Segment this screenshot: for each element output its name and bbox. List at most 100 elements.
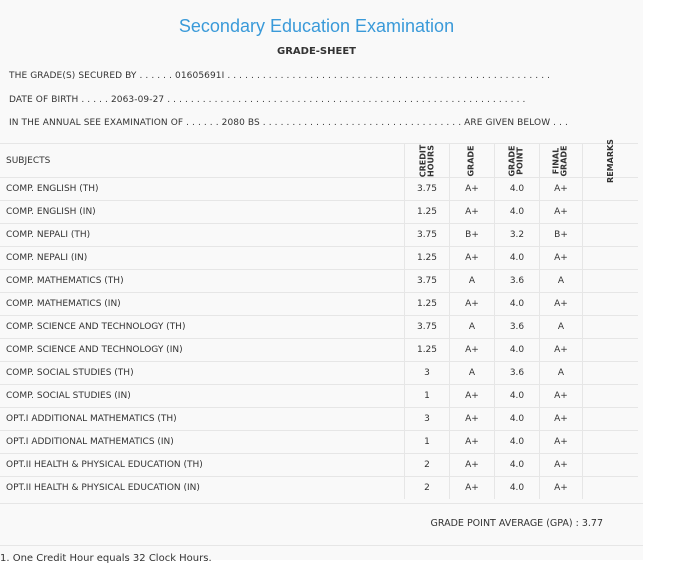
secured-by-line: THE GRADE(S) SECURED BY . . . . . . 0160… (9, 71, 551, 81)
remarks-cell (582, 338, 638, 362)
grade-cell: A (449, 269, 495, 293)
subject-cell: OPT.I ADDITIONAL MATHEMATICS (TH) (0, 407, 405, 431)
final-grade-cell: A+ (539, 476, 583, 499)
credit-hours-cell: 1.25 (404, 246, 450, 270)
credit-hours-cell: 3.75 (404, 177, 450, 201)
remarks-cell (582, 384, 638, 408)
final-grade-cell: B+ (539, 223, 583, 247)
subject-cell: COMP. SCIENCE AND TECHNOLOGY (TH) (0, 315, 405, 339)
grade-point-cell: 4.0 (494, 453, 540, 477)
grade-cell: A+ (449, 200, 495, 224)
table-header: SUBJECTS CREDIT HOURS GRADE GRADE POINT … (0, 139, 638, 183)
grade-point-cell: 4.0 (494, 476, 540, 499)
credit-hours-cell: 2 (404, 476, 450, 499)
header-grade: GRADE (467, 145, 476, 177)
subject-cell: OPT.I ADDITIONAL MATHEMATICS (IN) (0, 430, 405, 454)
footnote: 1. One Credit Hour equals 32 Clock Hours… (0, 553, 212, 564)
grade-point-cell: 3.2 (494, 223, 540, 247)
final-grade-cell: A+ (539, 246, 583, 270)
subject-cell: COMP. NEPALI (TH) (0, 223, 405, 247)
grade-cell: A+ (449, 453, 495, 477)
subject-cell: COMP. ENGLISH (TH) (0, 177, 405, 201)
grade-cell: A+ (449, 246, 495, 270)
remarks-cell (582, 315, 638, 339)
table-row: COMP. SCIENCE AND TECHNOLOGY (TH) 3.75 A 3.… (0, 315, 638, 339)
table-row: COMP. SOCIAL STUDIES (TH) 3 A 3.6 A (0, 361, 638, 385)
credit-hours-cell: 2 (404, 453, 450, 477)
final-grade-cell: A (539, 361, 583, 385)
subtitle: GRADE-SHEET (277, 46, 356, 57)
subject-cell: COMP. SOCIAL STUDIES (TH) (0, 361, 405, 385)
grade-cell: A (449, 315, 495, 339)
header-final-grade: FINAL GRADE (552, 144, 569, 177)
table-row: COMP. ENGLISH (TH) 3.75 A+ 4.0 A+ (0, 177, 638, 201)
table-row: OPT.I ADDITIONAL MATHEMATICS (IN) 1 A+ 4.0 A… (0, 430, 638, 454)
final-grade-cell: A (539, 269, 583, 293)
divider (0, 503, 643, 504)
credit-hours-cell: 3.75 (404, 315, 450, 339)
remarks-cell (582, 453, 638, 477)
grade-point-cell: 4.0 (494, 384, 540, 408)
credit-hours-cell: 1.25 (404, 338, 450, 362)
grade-cell: A (449, 361, 495, 385)
grade-point-cell: 4.0 (494, 292, 540, 316)
final-grade-cell: A+ (539, 200, 583, 224)
header-credit-hours: CREDIT HOURS (417, 144, 435, 177)
remarks-cell (582, 292, 638, 316)
table-row: COMP. MATHEMATICS (IN) 1.25 A+ 4.0 A+ (0, 292, 638, 316)
exam-line: IN THE ANNUAL SEE EXAMINATION OF . . . .… (9, 118, 568, 128)
grade-cell: A+ (449, 292, 495, 316)
final-grade-cell: A+ (539, 407, 583, 431)
grade-point-cell: 3.6 (494, 315, 540, 339)
header-grade-point: GRADE POINT (508, 144, 525, 177)
remarks-cell (582, 269, 638, 293)
table-row: OPT.I ADDITIONAL MATHEMATICS (TH) 3 A+ 4.0 A… (0, 407, 638, 431)
grade-point-cell: 4.0 (494, 338, 540, 362)
subject-cell: COMP. MATHEMATICS (TH) (0, 269, 405, 293)
grade-cell: A+ (449, 476, 495, 499)
grade-point-cell: 4.0 (494, 177, 540, 201)
grade-point-cell: 3.6 (494, 361, 540, 385)
remarks-cell (582, 430, 638, 454)
credit-hours-cell: 3 (404, 361, 450, 385)
final-grade-cell: A+ (539, 453, 583, 477)
grade-point-cell: 4.0 (494, 407, 540, 431)
header-remarks: REMARKS (605, 139, 615, 183)
grade-cell: A+ (449, 384, 495, 408)
divider (0, 545, 643, 546)
final-grade-cell: A+ (539, 177, 583, 201)
table-row: OPT.II HEALTH & PHYSICAL EDUCATION (TH) 2… (0, 453, 638, 477)
credit-hours-cell: 1.25 (404, 200, 450, 224)
subject-cell: COMP. SOCIAL STUDIES (IN) (0, 384, 405, 408)
grades-table: SUBJECTS CREDIT HOURS GRADE GRADE POINT … (0, 139, 638, 499)
table-row: COMP. SOCIAL STUDIES (IN) 1 A+ 4.0 A+ (0, 384, 638, 408)
table-row: COMP. NEPALI (IN) 1.25 A+ 4.0 A+ (0, 246, 638, 270)
remarks-cell (582, 407, 638, 431)
final-grade-cell: A+ (539, 338, 583, 362)
grade-cell: A+ (449, 338, 495, 362)
table-row: OPT.II HEALTH & PHYSICAL EDUCATION (IN) 2… (0, 476, 638, 499)
grade-cell: A+ (449, 177, 495, 201)
subject-cell: COMP. SCIENCE AND TECHNOLOGY (IN) (0, 338, 405, 362)
grade-cell: B+ (449, 223, 495, 247)
remarks-cell (582, 476, 638, 499)
page-title: Secondary Education Examination (178, 16, 455, 36)
credit-hours-cell: 3.75 (404, 223, 450, 247)
grade-point-cell: 4.0 (494, 430, 540, 454)
remarks-cell (582, 177, 638, 201)
subject-cell: COMP. MATHEMATICS (IN) (0, 292, 405, 316)
subject-cell: COMP. NEPALI (IN) (0, 246, 405, 270)
header-subjects: SUBJECTS (0, 143, 405, 178)
remarks-cell (582, 246, 638, 270)
subject-cell: OPT.II HEALTH & PHYSICAL EDUCATION (IN) (0, 476, 405, 499)
final-grade-cell: A+ (539, 292, 583, 316)
table-row: COMP. SCIENCE AND TECHNOLOGY (IN) 1.25 A+ 4… (0, 338, 638, 362)
subject-cell: COMP. ENGLISH (IN) (0, 200, 405, 224)
grade-point-cell: 3.6 (494, 269, 540, 293)
table-row: COMP. NEPALI (TH) 3.75 B+ 3.2 B+ (0, 223, 638, 247)
remarks-cell (582, 361, 638, 385)
final-grade-cell: A (539, 315, 583, 339)
final-grade-cell: A+ (539, 430, 583, 454)
remarks-cell (582, 200, 638, 224)
grade-point-cell: 4.0 (494, 200, 540, 224)
